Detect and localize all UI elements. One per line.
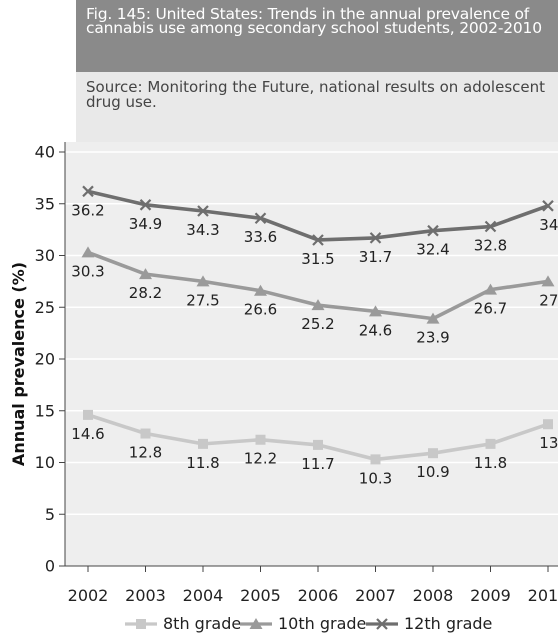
legend-item-0: 8th grade xyxy=(125,614,241,633)
x-tick-label: 2006 xyxy=(298,586,339,605)
data-label: 11.8 xyxy=(186,454,219,472)
data-point-marker xyxy=(196,275,210,287)
data-point-marker xyxy=(140,428,151,439)
data-label: 30.3 xyxy=(71,262,104,280)
legend-marker xyxy=(376,618,388,630)
figure-source: Source: Monitoring the Future, national … xyxy=(86,78,546,111)
x-tick-label: 2005 xyxy=(240,586,281,605)
y-tick-label: 0 xyxy=(45,557,55,576)
data-label: 10.3 xyxy=(359,469,392,487)
data-point-marker xyxy=(370,454,381,465)
source-box: Source: Monitoring the Future, national … xyxy=(76,72,558,142)
x-tick-label: 2010 xyxy=(528,586,558,605)
legend-label: 8th grade xyxy=(163,614,241,633)
y-tick-label: 25 xyxy=(35,298,55,317)
data-point-marker xyxy=(81,246,95,258)
data-point-marker xyxy=(369,232,382,244)
x-tick-label: 2002 xyxy=(68,586,109,605)
y-tick-label: 20 xyxy=(35,350,55,369)
data-point-marker xyxy=(255,434,266,445)
data-point-marker xyxy=(254,284,267,296)
x-tick-label: 2004 xyxy=(183,586,224,605)
data-label: 11.8 xyxy=(474,454,507,472)
data-label: 31.5 xyxy=(301,250,334,268)
data-label: 34.8 xyxy=(539,216,558,234)
data-point-marker xyxy=(542,200,554,212)
data-point-marker xyxy=(198,438,208,449)
y-tick-label: 35 xyxy=(35,194,55,213)
data-label: 27.5 xyxy=(539,291,558,309)
legend-marker xyxy=(249,618,263,629)
data-point-marker xyxy=(484,220,497,233)
legend-item-1: 10th grade xyxy=(240,614,366,633)
data-label: 11.7 xyxy=(301,455,334,473)
data-label: 31.7 xyxy=(359,248,392,266)
data-label: 26.7 xyxy=(474,300,507,318)
data-label: 10.9 xyxy=(416,463,449,481)
data-point-marker xyxy=(428,448,438,459)
data-point-marker xyxy=(543,419,553,430)
data-point-marker xyxy=(485,438,496,449)
data-label: 34.9 xyxy=(129,215,162,233)
data-point-marker xyxy=(427,224,439,237)
data-point-marker xyxy=(369,305,382,317)
data-point-marker xyxy=(139,199,152,211)
series-1: 30.3 28.2 27.5 26.6 25.2 24.6 23.9 26.7 27.5 xyxy=(71,246,558,347)
data-label: 27.5 xyxy=(186,291,219,309)
series-0: 14.6 12.8 11.8 12.2 11.7 10.3 10.9 11.8 13.7 xyxy=(71,409,558,487)
data-label: 25.2 xyxy=(301,315,334,333)
data-point-marker xyxy=(83,409,93,420)
data-label: 32.8 xyxy=(474,237,507,255)
figure-title-box: Fig. 145: United States: Trends in the a… xyxy=(76,0,558,72)
data-label: 12.8 xyxy=(129,444,162,462)
data-point-marker xyxy=(311,299,325,311)
y-tick-label: 15 xyxy=(35,401,55,420)
data-label: 13.7 xyxy=(539,434,558,452)
data-label: 33.6 xyxy=(244,228,277,246)
x-tick-label: 2003 xyxy=(125,586,166,605)
data-label: 34.3 xyxy=(186,221,219,239)
data-label: 14.6 xyxy=(71,425,104,443)
data-label: 28.2 xyxy=(129,284,162,302)
legend-item-2: 12th grade xyxy=(366,614,492,633)
x-tick-label: 2009 xyxy=(470,586,511,605)
y-tick-label: 5 xyxy=(45,505,55,524)
data-label: 24.6 xyxy=(359,321,392,339)
data-label: 32.4 xyxy=(416,241,449,259)
figure-title: Fig. 145: United States: Trends in the a… xyxy=(86,5,542,37)
data-point-marker xyxy=(313,439,323,450)
data-label: 12.2 xyxy=(244,450,277,468)
legend-marker xyxy=(136,619,146,629)
y-tick-label: 30 xyxy=(35,246,55,265)
data-point-marker xyxy=(139,268,152,280)
y-tick-label: 40 xyxy=(35,143,55,162)
data-point-marker xyxy=(426,312,440,324)
data-point-marker xyxy=(254,212,267,225)
data-label: 36.2 xyxy=(71,201,104,219)
data-point-marker xyxy=(197,205,209,217)
x-tick-label: 2008 xyxy=(413,586,454,605)
series-2: 36.2 34.9 34.3 33.6 31.5 31.7 32.4 32.8 34.8 xyxy=(71,185,558,268)
legend-label: 10th grade xyxy=(278,614,366,633)
data-point-marker xyxy=(82,185,94,198)
y-tick-label: 10 xyxy=(35,453,55,472)
data-point-marker xyxy=(541,275,555,287)
legend-label: 12th grade xyxy=(404,614,492,633)
data-label: 23.9 xyxy=(416,329,449,347)
x-tick-label: 2007 xyxy=(355,586,396,605)
data-point-marker xyxy=(484,283,497,295)
data-point-marker xyxy=(312,234,324,246)
plot-area xyxy=(65,142,558,566)
data-label: 26.6 xyxy=(244,301,277,319)
y-axis-label: Annual prevalence (%) xyxy=(9,262,28,466)
